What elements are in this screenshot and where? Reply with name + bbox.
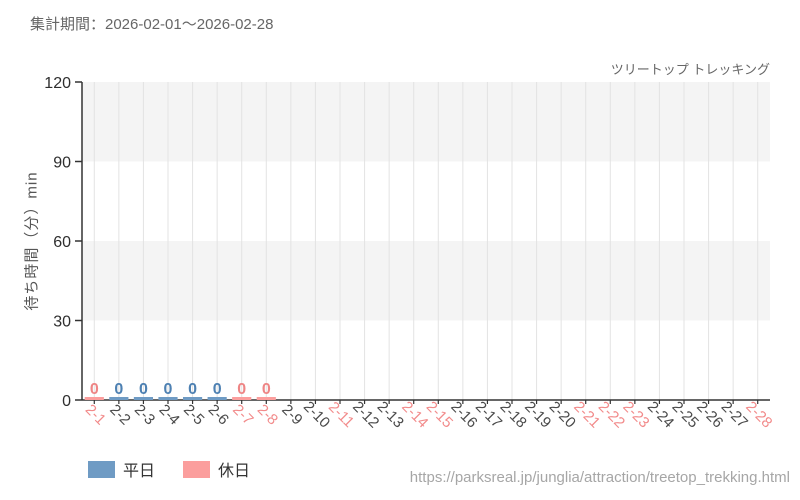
bar-2-1: [84, 397, 104, 400]
legend-label-weekday: 平日: [123, 463, 156, 480]
x-tick-label-2-13: 2-13: [374, 398, 407, 431]
bar-label-2-3: 0: [139, 381, 148, 398]
x-tick-label-2-25: 2-25: [669, 398, 702, 431]
x-tick-label-2-21: 2-21: [570, 398, 603, 431]
bar-2-2: [109, 397, 129, 400]
plot-band: [82, 320, 770, 400]
bar-2-6: [207, 397, 227, 400]
period-label: 集計期間：2026-02-01～2026-02-28: [30, 16, 274, 33]
bar-2-8: [256, 397, 276, 400]
x-tick-label-2-14: 2-14: [398, 398, 431, 431]
x-tick-label-2-11: 2-11: [325, 399, 357, 431]
legend: 平日 休日: [88, 457, 250, 481]
legend-swatch-holiday: [183, 460, 211, 478]
x-tick-label-2-12: 2-12: [349, 398, 382, 431]
y-tick-label: 0: [62, 393, 71, 410]
x-tick-label-2-7: 2-7: [229, 401, 256, 428]
x-tick-label-2-4: 2-4: [156, 401, 183, 428]
x-tick-label-2-19: 2-19: [521, 398, 554, 431]
plot-area: 03060901202-12-22-32-42-52-62-72-82-92-1…: [44, 75, 775, 431]
y-tick-label: 120: [44, 75, 71, 92]
bar-label-2-1: 0: [90, 381, 99, 398]
source-url: https://parksreal.jp/junglia/attraction/…: [409, 469, 790, 486]
x-tick-label-2-22: 2-22: [595, 398, 628, 431]
bar-label-2-8: 0: [262, 381, 271, 398]
x-tick-label-2-27: 2-27: [718, 398, 751, 431]
x-tick-label-2-24: 2-24: [644, 398, 677, 431]
x-tick-label-2-20: 2-20: [546, 398, 579, 431]
bar-label-2-2: 0: [114, 381, 123, 398]
x-tick-label-2-16: 2-16: [447, 398, 480, 431]
x-tick-label-2-23: 2-23: [619, 398, 652, 431]
x-tick-label-2-28: 2-28: [742, 398, 775, 431]
legend-swatch-weekday: [88, 460, 115, 478]
y-tick-label: 90: [53, 155, 71, 172]
x-tick-label-2-10: 2-10: [300, 398, 333, 431]
bar-label-2-5: 0: [188, 381, 197, 398]
y-tick-label: 30: [53, 314, 71, 331]
legend-item-weekday: 平日: [88, 457, 155, 481]
y-tick-label: 60: [53, 234, 71, 251]
x-tick-label-2-1: 2-1: [82, 401, 109, 428]
bar-2-5: [182, 397, 203, 400]
bar-2-7: [232, 397, 252, 400]
bar-2-4: [158, 397, 178, 400]
x-tick-label-2-8: 2-8: [254, 401, 281, 428]
x-tick-label-2-5: 2-5: [180, 401, 207, 428]
x-tick-label-2-3: 2-3: [131, 401, 158, 428]
plot-band: [82, 241, 770, 321]
x-tick-label-2-17: 2-17: [472, 398, 505, 431]
bar-label-2-6: 0: [213, 381, 222, 398]
plot-band: [82, 82, 770, 162]
legend-label-holiday: 休日: [218, 463, 251, 480]
bar-label-2-4: 0: [164, 381, 173, 398]
bar-2-3: [133, 397, 154, 400]
legend-item-holiday: 休日: [183, 457, 250, 481]
x-tick-label-2-26: 2-26: [693, 398, 726, 431]
x-tick-label-2-6: 2-6: [205, 401, 232, 428]
chart-title: ツリートップ トレッキング: [610, 62, 770, 77]
x-tick-label-2-18: 2-18: [497, 398, 530, 431]
bar-label-2-7: 0: [237, 381, 246, 398]
x-tick-label-2-15: 2-15: [423, 398, 456, 431]
x-tick-label-2-2: 2-2: [106, 401, 133, 428]
plot-band: [82, 161, 770, 241]
x-tick-label-2-9: 2-9: [278, 401, 305, 428]
